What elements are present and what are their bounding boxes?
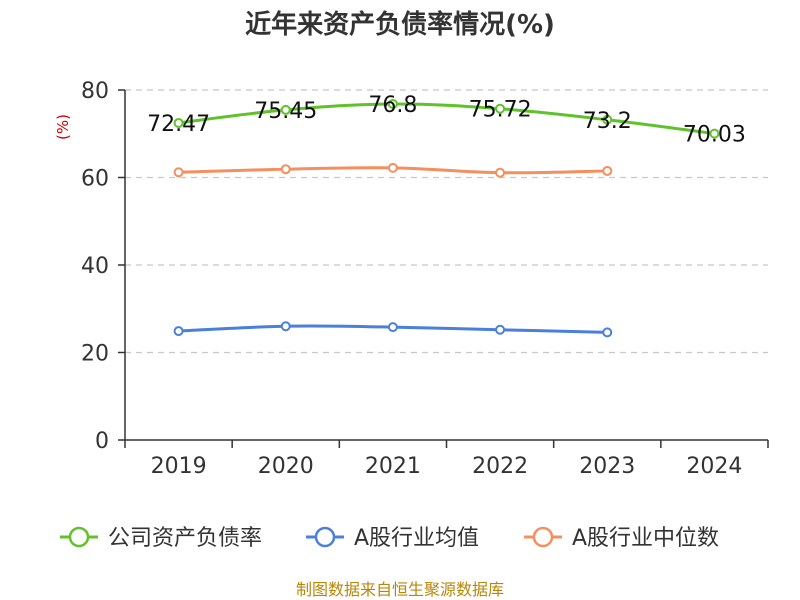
series-point: [495, 167, 506, 178]
series-point: [495, 103, 506, 114]
y-tick-label: 80: [81, 79, 109, 104]
legend-swatch-marker: [314, 526, 336, 548]
series-point: [173, 167, 184, 178]
series-point: [173, 326, 184, 337]
x-tick-label: 2021: [365, 454, 421, 479]
legend-swatch-marker: [68, 526, 90, 548]
source-note: 制图数据来自恒生聚源数据库: [296, 580, 504, 599]
data-label: 75.72: [469, 98, 532, 123]
data-label: 76.8: [368, 93, 417, 118]
x-tick-label: 2024: [686, 454, 742, 479]
series-point: [495, 324, 506, 335]
legend: 公司资产负债率 A股行业均值 A股行业中位数: [60, 526, 719, 551]
series-point: [602, 114, 613, 125]
series-point: [280, 321, 291, 332]
y-tick-label: 20: [81, 342, 109, 367]
data-label: 72.47: [147, 112, 210, 137]
data-label: 73.2: [583, 109, 632, 134]
y-tick-label: 0: [95, 429, 109, 454]
data-labels: 72.47 75.45 76.8 75.72 73.2 70.03: [147, 93, 746, 148]
y-tick-label: 40: [81, 254, 109, 279]
data-label: 75.45: [254, 99, 317, 124]
legend-label: 公司资产负债率: [108, 526, 262, 551]
y-axis-unit-label: (%): [54, 114, 72, 140]
legend-label: A股行业中位数: [572, 526, 719, 551]
series-point: [602, 327, 613, 338]
series-point: [280, 104, 291, 115]
x-tick-label: 2023: [579, 454, 635, 479]
y-tick-label: 60: [81, 167, 109, 192]
x-tick-label: 2020: [258, 454, 314, 479]
grid-lines: [125, 89, 768, 354]
data-label: 70.03: [683, 123, 746, 148]
x-tick-label: 2022: [472, 454, 528, 479]
legend-label: A股行业均值: [354, 526, 479, 551]
series-point: [173, 117, 184, 128]
series-lines: [173, 99, 720, 338]
legend-swatch-marker: [532, 526, 554, 548]
x-tick-label: 2019: [151, 454, 207, 479]
series-point: [387, 322, 398, 333]
series-point: [387, 99, 398, 109]
series-point: [602, 165, 613, 176]
series-point: [387, 162, 398, 173]
chart-title: 近年来资产负债率情况(%): [245, 9, 555, 40]
axes: 0 20 40 60 80 2019 2020 2021 2022 2023 2024: [81, 79, 769, 479]
series-point: [280, 164, 291, 175]
series-line: [178, 102, 715, 136]
series-point: [709, 128, 720, 139]
